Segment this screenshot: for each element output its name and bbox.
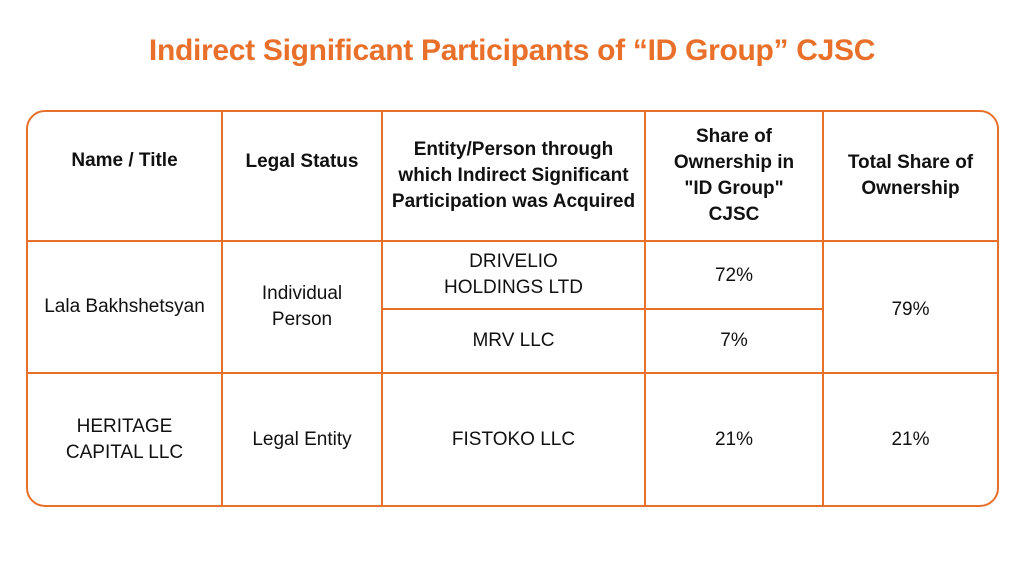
share-cell: 7%	[720, 330, 748, 351]
header-cell: Total Share of Ownership	[847, 152, 974, 199]
table-border	[26, 110, 999, 507]
name-cell: Lala Bakhshetsyan	[44, 296, 205, 317]
entity-cell: FISTOKO LLC	[451, 428, 576, 450]
entity-cell: DRIVELIO HOLDINGS LTD	[443, 251, 583, 298]
share-cell: 21%	[714, 428, 754, 450]
entity-cell: MRV LLC	[472, 330, 555, 351]
total-cell: 21%	[891, 428, 930, 450]
status-cell: Legal Entity	[252, 428, 352, 450]
total-cell: 79%	[891, 299, 930, 320]
share-cell: 72%	[714, 265, 754, 286]
header-cell: Entity/Person through which Indirect Sig…	[391, 139, 636, 212]
header-cell: Share of Ownership in "ID Group" CJSC	[673, 126, 795, 225]
status-cell: Individual Person	[261, 283, 343, 330]
name-cell: HERITAGE CAPITAL LLC	[65, 415, 184, 463]
title: Indirect Significant Participants of “ID…	[148, 34, 876, 67]
header-cell: Legal Status	[245, 151, 359, 172]
header-cell: Name / Title	[71, 150, 178, 171]
